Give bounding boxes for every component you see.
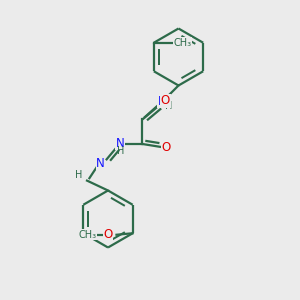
Text: N: N [96,157,105,170]
Text: H: H [117,146,124,156]
Text: O: O [161,94,170,107]
Text: H: H [75,170,82,180]
Text: CH₃: CH₃ [79,230,97,240]
Text: O: O [103,228,113,241]
Text: CH₃: CH₃ [173,38,191,48]
Text: O: O [161,141,170,154]
Text: N: N [158,95,166,108]
Text: N: N [116,137,125,150]
Text: H: H [165,100,172,111]
